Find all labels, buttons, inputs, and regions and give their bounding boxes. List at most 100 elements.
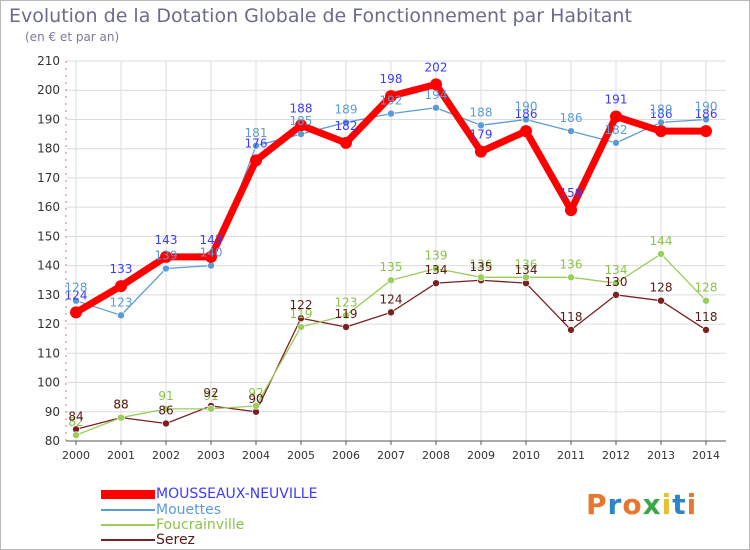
y-tick-label: 170: [37, 171, 60, 185]
x-tick-label: 2008: [422, 449, 450, 462]
data-label: 189: [335, 102, 358, 116]
data-label: 90: [248, 392, 263, 406]
logo-letter: x: [642, 488, 662, 521]
x-tick-label: 2006: [332, 449, 360, 462]
data-point: [657, 296, 665, 305]
data-point: [72, 296, 80, 305]
data-point: [432, 279, 440, 287]
data-label: 182: [335, 119, 358, 133]
data-point: [567, 273, 575, 282]
data-point: [702, 115, 710, 124]
data-label: 194: [425, 88, 448, 102]
data-label: 144: [650, 234, 673, 248]
data-label: 135: [470, 260, 493, 274]
logo-letter: i: [661, 488, 673, 521]
data-point: [567, 127, 575, 135]
data-label: 128: [65, 281, 88, 295]
logo-letter: o: [622, 488, 643, 521]
data-point: [117, 311, 125, 320]
data-point: [610, 110, 622, 123]
data-label: 139: [425, 249, 448, 263]
chart-title: Evolution de la Dotation Globale de Fonc…: [9, 5, 632, 27]
data-label: 135: [380, 260, 403, 274]
data-label: 128: [695, 281, 718, 295]
x-tick-label: 2009: [467, 449, 495, 462]
data-label: 189: [650, 102, 673, 116]
data-point: [252, 141, 260, 150]
legend-swatch: [101, 489, 155, 499]
data-point: [342, 311, 350, 320]
data-point: [387, 109, 395, 118]
data-label: 136: [560, 257, 583, 271]
data-label: 136: [515, 257, 538, 271]
x-tick-label: 2011: [557, 449, 585, 462]
data-label: 133: [110, 262, 133, 276]
data-point: [162, 419, 170, 428]
data-label: 188: [290, 101, 313, 115]
data-label: 82: [68, 415, 83, 429]
legend-swatch: [101, 509, 155, 511]
data-label: 118: [695, 310, 718, 324]
data-point: [115, 280, 127, 293]
data-point: [385, 90, 397, 103]
data-label: 130: [605, 275, 628, 289]
data-point: [432, 103, 440, 112]
data-label: 86: [158, 403, 173, 417]
data-point: [160, 250, 172, 263]
data-point: [432, 264, 440, 273]
data-label: 186: [515, 107, 538, 121]
data-label: 91: [203, 389, 218, 403]
data-label: 198: [380, 72, 403, 86]
y-tick-label: 190: [37, 112, 60, 126]
data-point: [340, 136, 352, 149]
data-label: 134: [515, 263, 538, 277]
series-serez: [72, 276, 710, 434]
x-tick-label: 2004: [242, 449, 270, 462]
legend-swatch: [101, 539, 155, 541]
data-label: 88: [113, 398, 128, 412]
y-tick-label: 150: [37, 229, 60, 243]
y-tick-label: 140: [37, 259, 60, 273]
data-point: [657, 250, 665, 258]
data-point: [117, 413, 125, 422]
x-tick-label: 2013: [647, 449, 675, 462]
data-point: [162, 264, 170, 273]
data-label: 181: [245, 126, 268, 140]
data-point: [342, 118, 350, 127]
legend-label: MOUSSEAUX-NEUVILLE: [156, 486, 318, 502]
legend-label: Serez: [156, 532, 195, 548]
data-point: [612, 279, 620, 287]
data-label: 123: [110, 295, 133, 309]
proxiti-logo: Proxiti: [586, 488, 697, 521]
x-tick-label: 2010: [512, 449, 540, 462]
data-point: [702, 326, 710, 334]
y-tick-label: 120: [37, 317, 60, 331]
data-label: 92: [203, 386, 218, 400]
data-label: 122: [290, 298, 313, 312]
data-point: [70, 306, 82, 319]
data-label: 182: [605, 123, 628, 137]
data-point: [612, 139, 620, 147]
data-label: 88: [113, 398, 128, 412]
data-point: [477, 273, 485, 282]
logo-letter: i: [686, 488, 698, 521]
data-label: 139: [155, 249, 178, 263]
data-label: 134: [605, 263, 628, 277]
data-label: 128: [650, 281, 673, 295]
data-label: 118: [560, 310, 583, 324]
logo-letter: P: [586, 488, 608, 521]
data-point: [430, 78, 442, 91]
legend-label: Mouettes: [156, 502, 222, 518]
x-tick-label: 2014: [692, 449, 720, 462]
data-label: 186: [560, 111, 583, 125]
data-point: [205, 250, 217, 263]
chart-subtitle: (en € et par an): [25, 30, 120, 44]
y-tick-label: 200: [37, 83, 60, 97]
data-point: [295, 119, 307, 132]
data-point: [250, 154, 262, 167]
data-label: 202: [425, 60, 448, 74]
data-label: 179: [470, 128, 493, 142]
logo-letter: t: [672, 488, 687, 521]
